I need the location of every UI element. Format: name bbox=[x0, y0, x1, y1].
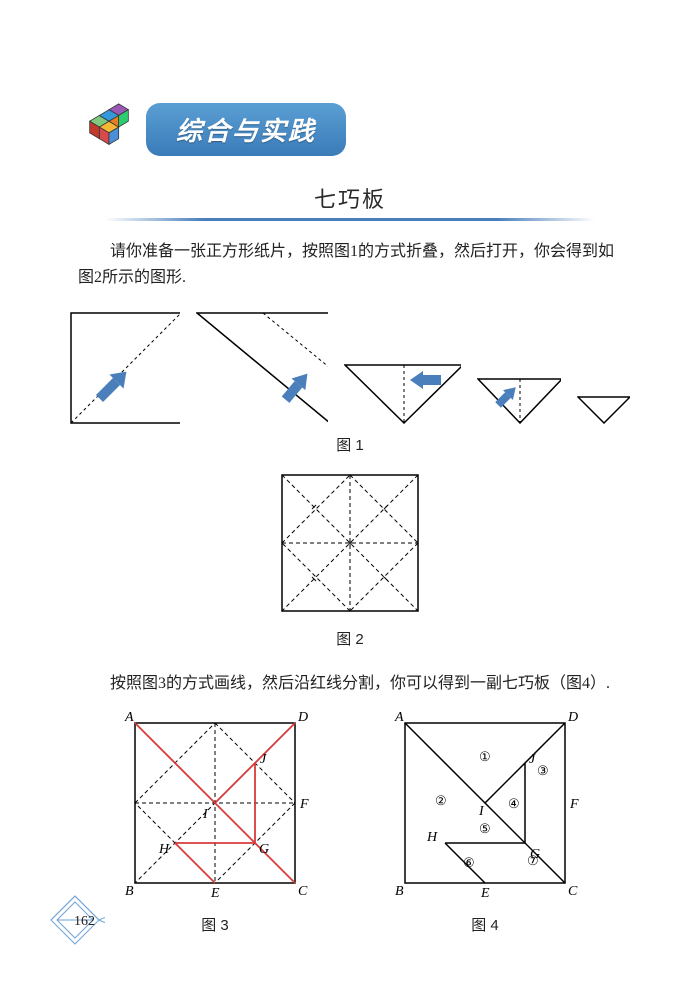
label4-B: B bbox=[395, 884, 404, 899]
fig4: A D B C E F G H I J ① ② ③ ④ ⑤ ⑥ bbox=[385, 709, 585, 899]
fig1-step4 bbox=[477, 378, 561, 424]
region-4: ④ bbox=[508, 796, 520, 811]
label4-H: H bbox=[426, 830, 438, 845]
label4-A: A bbox=[394, 710, 404, 725]
label-G: G bbox=[259, 842, 269, 857]
fig3: A D B C E F G H I J bbox=[115, 709, 315, 899]
fig1-step3 bbox=[344, 364, 461, 424]
cube-icon bbox=[80, 100, 138, 158]
label-F: F bbox=[299, 797, 309, 812]
label4-D: D bbox=[567, 710, 578, 725]
label4-J: J bbox=[529, 752, 536, 767]
label-D: D bbox=[297, 710, 308, 725]
fig1-step5 bbox=[577, 396, 630, 424]
region-7: ⑦ bbox=[527, 853, 539, 868]
label4-C: C bbox=[568, 884, 578, 899]
region-2: ② bbox=[435, 793, 447, 808]
label4-I: I bbox=[478, 804, 485, 819]
page-number: 162 bbox=[74, 914, 95, 930]
figure-3-4-area: A D B C E F G H I J 图 3 bbox=[0, 709, 700, 935]
caption-fig1: 图 1 bbox=[0, 434, 700, 455]
label-I: I bbox=[202, 807, 209, 822]
caption-fig4: 图 4 bbox=[385, 914, 585, 935]
label-E: E bbox=[210, 886, 220, 899]
label4-F: F bbox=[569, 797, 579, 812]
region-5: ⑤ bbox=[479, 821, 491, 836]
region-1: ① bbox=[479, 749, 491, 764]
label-H: H bbox=[158, 842, 170, 857]
caption-fig3: 图 3 bbox=[115, 914, 315, 935]
region-3: ③ bbox=[537, 763, 549, 778]
caption-fig2: 图 2 bbox=[0, 628, 700, 649]
subtitle: 七巧板 bbox=[0, 182, 700, 214]
subtitle-section: 七巧板 bbox=[0, 182, 700, 221]
header: 综合与实践 bbox=[0, 0, 700, 158]
figure-3-block: A D B C E F G H I J 图 3 bbox=[115, 709, 315, 935]
label-C: C bbox=[298, 884, 308, 899]
fig1-step2 bbox=[196, 312, 328, 424]
figure-2-area: 图 2 bbox=[0, 473, 700, 649]
paragraph-1: 请你准备一张正方形纸片，按照图1的方式折叠，然后打开，你会得到如图2所示的图形. bbox=[78, 239, 622, 292]
fig1-step1 bbox=[70, 312, 180, 424]
label-A: A bbox=[124, 710, 134, 725]
fig2 bbox=[280, 473, 420, 613]
paragraph-2: 按照图3的方式画线，然后沿红线分割，你可以得到一副七巧板（图4）. bbox=[78, 671, 622, 697]
label4-E: E bbox=[480, 886, 490, 899]
figure-1-row bbox=[0, 312, 700, 424]
subtitle-underline bbox=[105, 218, 595, 221]
figure-1-area: 图 1 bbox=[0, 312, 700, 455]
title-banner: 综合与实践 bbox=[146, 103, 346, 156]
label-B: B bbox=[125, 884, 134, 899]
label-J: J bbox=[260, 752, 267, 767]
region-6: ⑥ bbox=[463, 855, 475, 870]
figure-4-block: A D B C E F G H I J ① ② ③ ④ ⑤ ⑥ bbox=[385, 709, 585, 935]
